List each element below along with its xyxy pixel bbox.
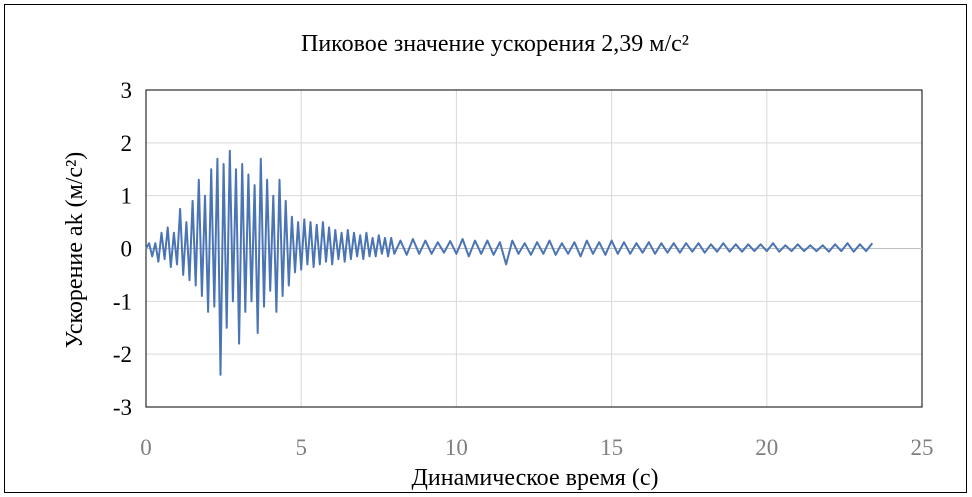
y-tick-labels: 3 2 1 0 -1 -2 -3 <box>113 78 132 420</box>
y-tick-label: -2 <box>113 342 132 367</box>
x-tick-label: 5 <box>295 435 307 460</box>
chart-title: Пиковое значение ускорения 2,39 м/с² <box>301 31 689 57</box>
y-tick-label: 3 <box>121 78 133 103</box>
x-tick-label: 25 <box>911 435 934 460</box>
y-tick-label: -3 <box>113 395 132 420</box>
series-line <box>145 149 874 376</box>
x-tick-labels: 0 5 10 15 20 25 <box>140 435 933 460</box>
x-tick-label: 20 <box>755 435 778 460</box>
y-tick-label: 2 <box>121 131 133 156</box>
x-tick-label: 0 <box>140 435 152 460</box>
x-axis-label: Динамическое время (с) <box>412 465 659 491</box>
y-axis-label: Ускорение ak (м/с²) <box>62 152 88 349</box>
y-tick-label: 1 <box>121 184 133 209</box>
y-tick-label: 0 <box>121 237 133 262</box>
x-tick-label: 15 <box>600 435 623 460</box>
y-tick-label: -1 <box>113 289 132 314</box>
x-tick-label: 10 <box>445 435 468 460</box>
